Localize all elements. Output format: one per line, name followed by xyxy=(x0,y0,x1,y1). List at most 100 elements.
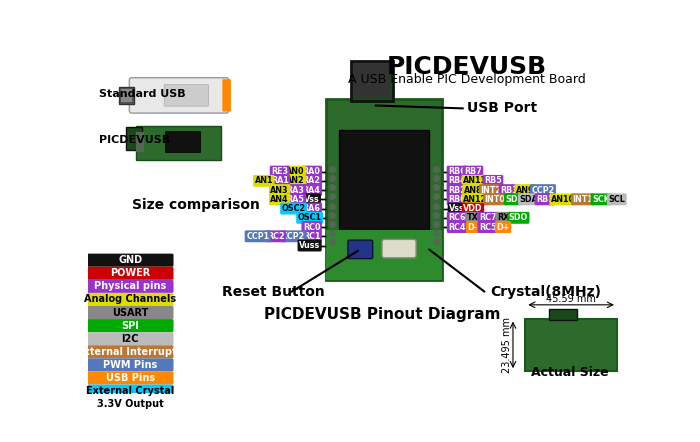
FancyBboxPatch shape xyxy=(87,267,174,280)
Text: RC0: RC0 xyxy=(303,223,321,232)
Text: RE3: RE3 xyxy=(271,167,288,176)
Text: External Interrupts: External Interrupts xyxy=(78,347,183,357)
Text: AN1: AN1 xyxy=(255,176,273,185)
Text: Crystal(8MHz): Crystal(8MHz) xyxy=(491,285,601,299)
FancyBboxPatch shape xyxy=(126,127,141,150)
Text: RB4: RB4 xyxy=(448,176,466,185)
Text: 3.3V Output: 3.3V Output xyxy=(97,399,164,409)
Text: OSC2: OSC2 xyxy=(281,204,306,213)
Text: Vuss: Vuss xyxy=(299,241,320,250)
Text: Size comparison: Size comparison xyxy=(132,198,260,212)
Text: RA5: RA5 xyxy=(287,195,304,204)
Text: RA2: RA2 xyxy=(302,176,321,185)
Text: SDA: SDA xyxy=(519,195,538,204)
Text: RC2: RC2 xyxy=(267,232,284,241)
Text: A USB Enable PIC Development Board: A USB Enable PIC Development Board xyxy=(349,73,586,86)
Text: 45.59 mm: 45.59 mm xyxy=(546,293,596,304)
Text: RC6: RC6 xyxy=(448,213,466,222)
Text: D+: D+ xyxy=(496,223,510,232)
Text: OSC1: OSC1 xyxy=(298,213,321,222)
FancyBboxPatch shape xyxy=(136,126,220,160)
Text: AN0: AN0 xyxy=(286,167,305,176)
FancyBboxPatch shape xyxy=(526,319,617,371)
Text: RC4: RC4 xyxy=(448,223,466,232)
Text: RB0: RB0 xyxy=(448,195,466,204)
Text: RA3: RA3 xyxy=(287,186,304,194)
FancyBboxPatch shape xyxy=(382,240,416,258)
FancyBboxPatch shape xyxy=(87,398,174,411)
FancyBboxPatch shape xyxy=(354,64,390,98)
FancyBboxPatch shape xyxy=(87,293,174,306)
Text: Physical pins: Physical pins xyxy=(94,282,167,291)
Text: Vss: Vss xyxy=(449,204,465,213)
Text: AN11: AN11 xyxy=(463,176,487,185)
FancyBboxPatch shape xyxy=(87,358,174,371)
Text: D-: D- xyxy=(468,223,477,232)
Text: RA0: RA0 xyxy=(302,167,321,176)
Text: RB3: RB3 xyxy=(500,186,518,194)
FancyBboxPatch shape xyxy=(87,254,174,267)
Text: CCP2: CCP2 xyxy=(282,232,305,241)
Text: Standard USB: Standard USB xyxy=(99,89,186,99)
Text: SCK: SCK xyxy=(592,195,610,204)
Text: USB Pins: USB Pins xyxy=(106,373,155,383)
FancyBboxPatch shape xyxy=(118,87,134,104)
Text: 23.495 mm: 23.495 mm xyxy=(502,317,512,373)
FancyBboxPatch shape xyxy=(223,79,231,111)
Text: PICDEVUSB: PICDEVUSB xyxy=(387,55,547,79)
Text: Actual Size: Actual Size xyxy=(531,366,608,379)
Text: RA1: RA1 xyxy=(271,176,288,185)
Text: USART: USART xyxy=(112,308,148,317)
Text: SPI: SPI xyxy=(121,320,139,331)
Text: RX: RX xyxy=(497,213,509,222)
Text: RC7: RC7 xyxy=(479,213,496,222)
FancyBboxPatch shape xyxy=(165,131,200,152)
FancyBboxPatch shape xyxy=(87,280,174,293)
Text: PICDEVUSB: PICDEVUSB xyxy=(99,135,170,145)
Text: PWM Pins: PWM Pins xyxy=(103,360,158,370)
Text: SDO: SDO xyxy=(509,213,528,222)
Text: I2C: I2C xyxy=(121,334,139,344)
Text: AN2: AN2 xyxy=(286,176,305,185)
Text: AN9: AN9 xyxy=(516,186,534,194)
Text: USB Port: USB Port xyxy=(468,102,538,115)
FancyBboxPatch shape xyxy=(326,230,442,280)
Text: INT1: INT1 xyxy=(573,195,594,204)
Text: RC5: RC5 xyxy=(479,223,496,232)
FancyBboxPatch shape xyxy=(87,319,174,332)
FancyBboxPatch shape xyxy=(136,132,144,152)
Text: GND: GND xyxy=(118,255,142,265)
Text: AN4: AN4 xyxy=(270,195,289,204)
Text: TX: TX xyxy=(466,213,478,222)
Text: RB6: RB6 xyxy=(448,167,466,176)
FancyBboxPatch shape xyxy=(164,84,209,106)
Text: RA6: RA6 xyxy=(302,204,321,213)
Text: INT0: INT0 xyxy=(484,195,505,204)
FancyBboxPatch shape xyxy=(340,130,429,230)
Text: External Crystal: External Crystal xyxy=(86,386,174,396)
FancyBboxPatch shape xyxy=(121,89,132,102)
FancyBboxPatch shape xyxy=(87,371,174,385)
Text: RB2: RB2 xyxy=(448,186,466,194)
Text: AN8: AN8 xyxy=(463,186,482,194)
FancyBboxPatch shape xyxy=(326,99,442,280)
Text: SCL: SCL xyxy=(608,195,625,204)
FancyBboxPatch shape xyxy=(87,332,174,345)
Text: POWER: POWER xyxy=(110,268,150,278)
Text: CCP1: CCP1 xyxy=(246,232,270,241)
FancyBboxPatch shape xyxy=(87,345,174,358)
FancyBboxPatch shape xyxy=(348,240,372,259)
Text: Analog Channels: Analog Channels xyxy=(84,294,176,305)
FancyBboxPatch shape xyxy=(549,309,577,320)
Text: VDD: VDD xyxy=(463,204,483,213)
Text: INT2: INT2 xyxy=(480,186,501,194)
FancyBboxPatch shape xyxy=(87,385,174,398)
Text: AN10: AN10 xyxy=(551,195,575,204)
FancyBboxPatch shape xyxy=(351,61,393,101)
Text: CCP2: CCP2 xyxy=(531,186,554,194)
Text: RB7: RB7 xyxy=(464,167,482,176)
FancyBboxPatch shape xyxy=(130,78,228,113)
Text: RB1: RB1 xyxy=(536,195,554,204)
Text: RB5: RB5 xyxy=(484,176,502,185)
Text: Reset Button: Reset Button xyxy=(222,285,325,299)
